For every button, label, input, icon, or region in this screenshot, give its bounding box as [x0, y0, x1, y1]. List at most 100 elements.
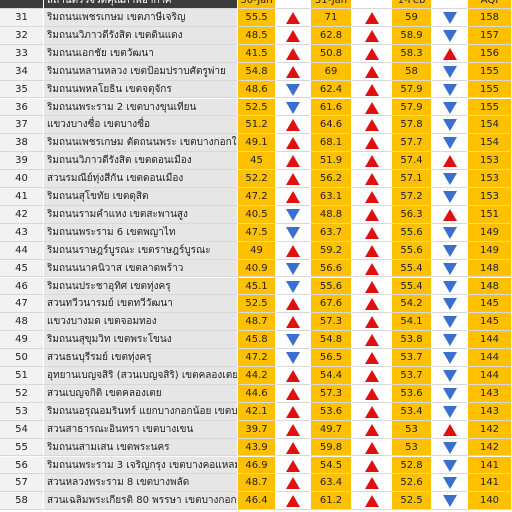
arrow-icon: [364, 101, 379, 114]
value-cell: 59.2: [311, 241, 352, 260]
arrow-icon: [442, 155, 457, 168]
value-cell: 55.4: [392, 259, 432, 278]
arrow-shape: [442, 459, 457, 472]
trend-arrow: [432, 456, 468, 475]
trend-arrow: [276, 116, 311, 135]
arrow-icon: [286, 65, 300, 78]
arrow-icon: [286, 101, 300, 114]
value-cell: 55.6: [392, 241, 432, 260]
trend-arrow: [352, 44, 392, 63]
arrow-icon: [286, 12, 300, 24]
arrow-shape: [442, 47, 457, 60]
value-cell: 57.4: [392, 152, 432, 171]
trend-arrow: [352, 205, 392, 224]
value-cell: 52.2: [238, 170, 276, 188]
value-cell: 49: [238, 241, 276, 260]
trend-arrow: [352, 134, 392, 153]
trend-arrow: [352, 420, 392, 439]
arrow-icon: [442, 495, 457, 508]
value-cell: 56.5: [311, 349, 352, 367]
arrow-shape: [286, 459, 300, 472]
arrow-icon: [364, 191, 379, 203]
arrow-shape: [364, 298, 379, 311]
aqi-cell: 155: [468, 62, 512, 81]
value-cell: 71: [311, 9, 352, 27]
trend-arrow: [276, 26, 311, 45]
arrow-shape: [364, 262, 379, 275]
value-cell: 48.5: [238, 26, 276, 45]
trend-arrow: [352, 98, 392, 117]
arrow-shape: [442, 244, 457, 257]
trend-arrow: [432, 492, 468, 511]
header-title: สถานีตรวจวัดคุณภาพอากาศ: [44, 0, 238, 9]
row-index: 50: [0, 349, 44, 367]
arrow-icon: [364, 387, 379, 400]
arrow-icon: [364, 137, 379, 150]
value-cell: 53.6: [392, 384, 432, 403]
value-cell: 58: [392, 62, 432, 81]
arrow-shape: [364, 423, 379, 436]
trend-arrow: [352, 152, 392, 171]
value-cell: 58.3: [392, 44, 432, 63]
value-cell: 47.5: [238, 223, 276, 242]
trend-arrow: [432, 9, 468, 27]
trend-arrow: [352, 402, 392, 421]
value-cell: 41.5: [238, 44, 276, 63]
trend-arrow: [352, 492, 392, 511]
arrow-shape: [286, 441, 300, 454]
arrow-icon: [364, 370, 379, 382]
value-cell: 53.6: [311, 402, 352, 421]
trend-arrow: [276, 152, 311, 171]
value-cell: 47.2: [238, 188, 276, 206]
arrow-shape: [286, 29, 300, 42]
row-index: 51: [0, 367, 44, 385]
station-name: ริมถนนวิภาวดีรังสิต เขตดินแดง: [44, 26, 238, 45]
arrow-shape: [442, 423, 457, 436]
trend-arrow: [432, 116, 468, 135]
trend-arrow: [432, 188, 468, 206]
trend-arrow: [432, 438, 468, 457]
arrow-shape: [286, 316, 300, 329]
station-name: ริมถนนเอกชัย เขตวัฒนา: [44, 44, 238, 63]
row-index: 56: [0, 456, 44, 475]
trend-arrow: [432, 80, 468, 99]
aqi-cell: 144: [468, 349, 512, 367]
station-name: สวนสาธารณะอินทรา เขตบางเขน: [44, 420, 238, 439]
arrow-icon: [364, 12, 379, 24]
aqi-cell: 153: [468, 188, 512, 206]
arrow-shape: [286, 352, 300, 365]
arrow-icon: [286, 459, 300, 472]
arrow-shape: [364, 352, 379, 365]
value-cell: 69: [311, 62, 352, 81]
arrow-shape: [364, 495, 379, 508]
station-name: สวนเบญจกิติ เขตคลองเตย: [44, 384, 238, 403]
trend-arrow: [352, 438, 392, 457]
aqi-cell: 145: [468, 313, 512, 332]
arrow-shape: [286, 83, 300, 96]
arrow-shape: [286, 208, 300, 221]
value-cell: 53.8: [392, 331, 432, 350]
station-name: อุทยานเบญจสิริ (สวนเบญจสิริ) เขตคลองเตย: [44, 367, 238, 385]
trend-arrow: [432, 134, 468, 153]
station-name: สวนทวีวนารมย์ เขตทวีวัฒนา: [44, 295, 238, 314]
trend-arrow: [432, 170, 468, 188]
value-cell: 62.4: [311, 80, 352, 99]
header-cell: [432, 0, 468, 9]
value-cell: 50.8: [311, 44, 352, 63]
arrow-shape: [364, 244, 379, 257]
value-cell: 57.3: [311, 313, 352, 332]
arrow-icon: [364, 262, 379, 275]
value-cell: 44.6: [238, 384, 276, 403]
aqi-cell: 151: [468, 205, 512, 224]
value-cell: 52.5: [392, 492, 432, 511]
trend-arrow: [352, 367, 392, 385]
arrow-shape: [442, 101, 457, 114]
trend-arrow: [352, 295, 392, 314]
value-cell: 39.7: [238, 420, 276, 439]
arrow-icon: [364, 244, 379, 257]
value-cell: 56.3: [392, 205, 432, 224]
aqi-cell: 156: [468, 44, 512, 63]
aqi-cell: 149: [468, 241, 512, 260]
arrow-icon: [364, 352, 379, 365]
arrow-shape: [364, 65, 379, 78]
